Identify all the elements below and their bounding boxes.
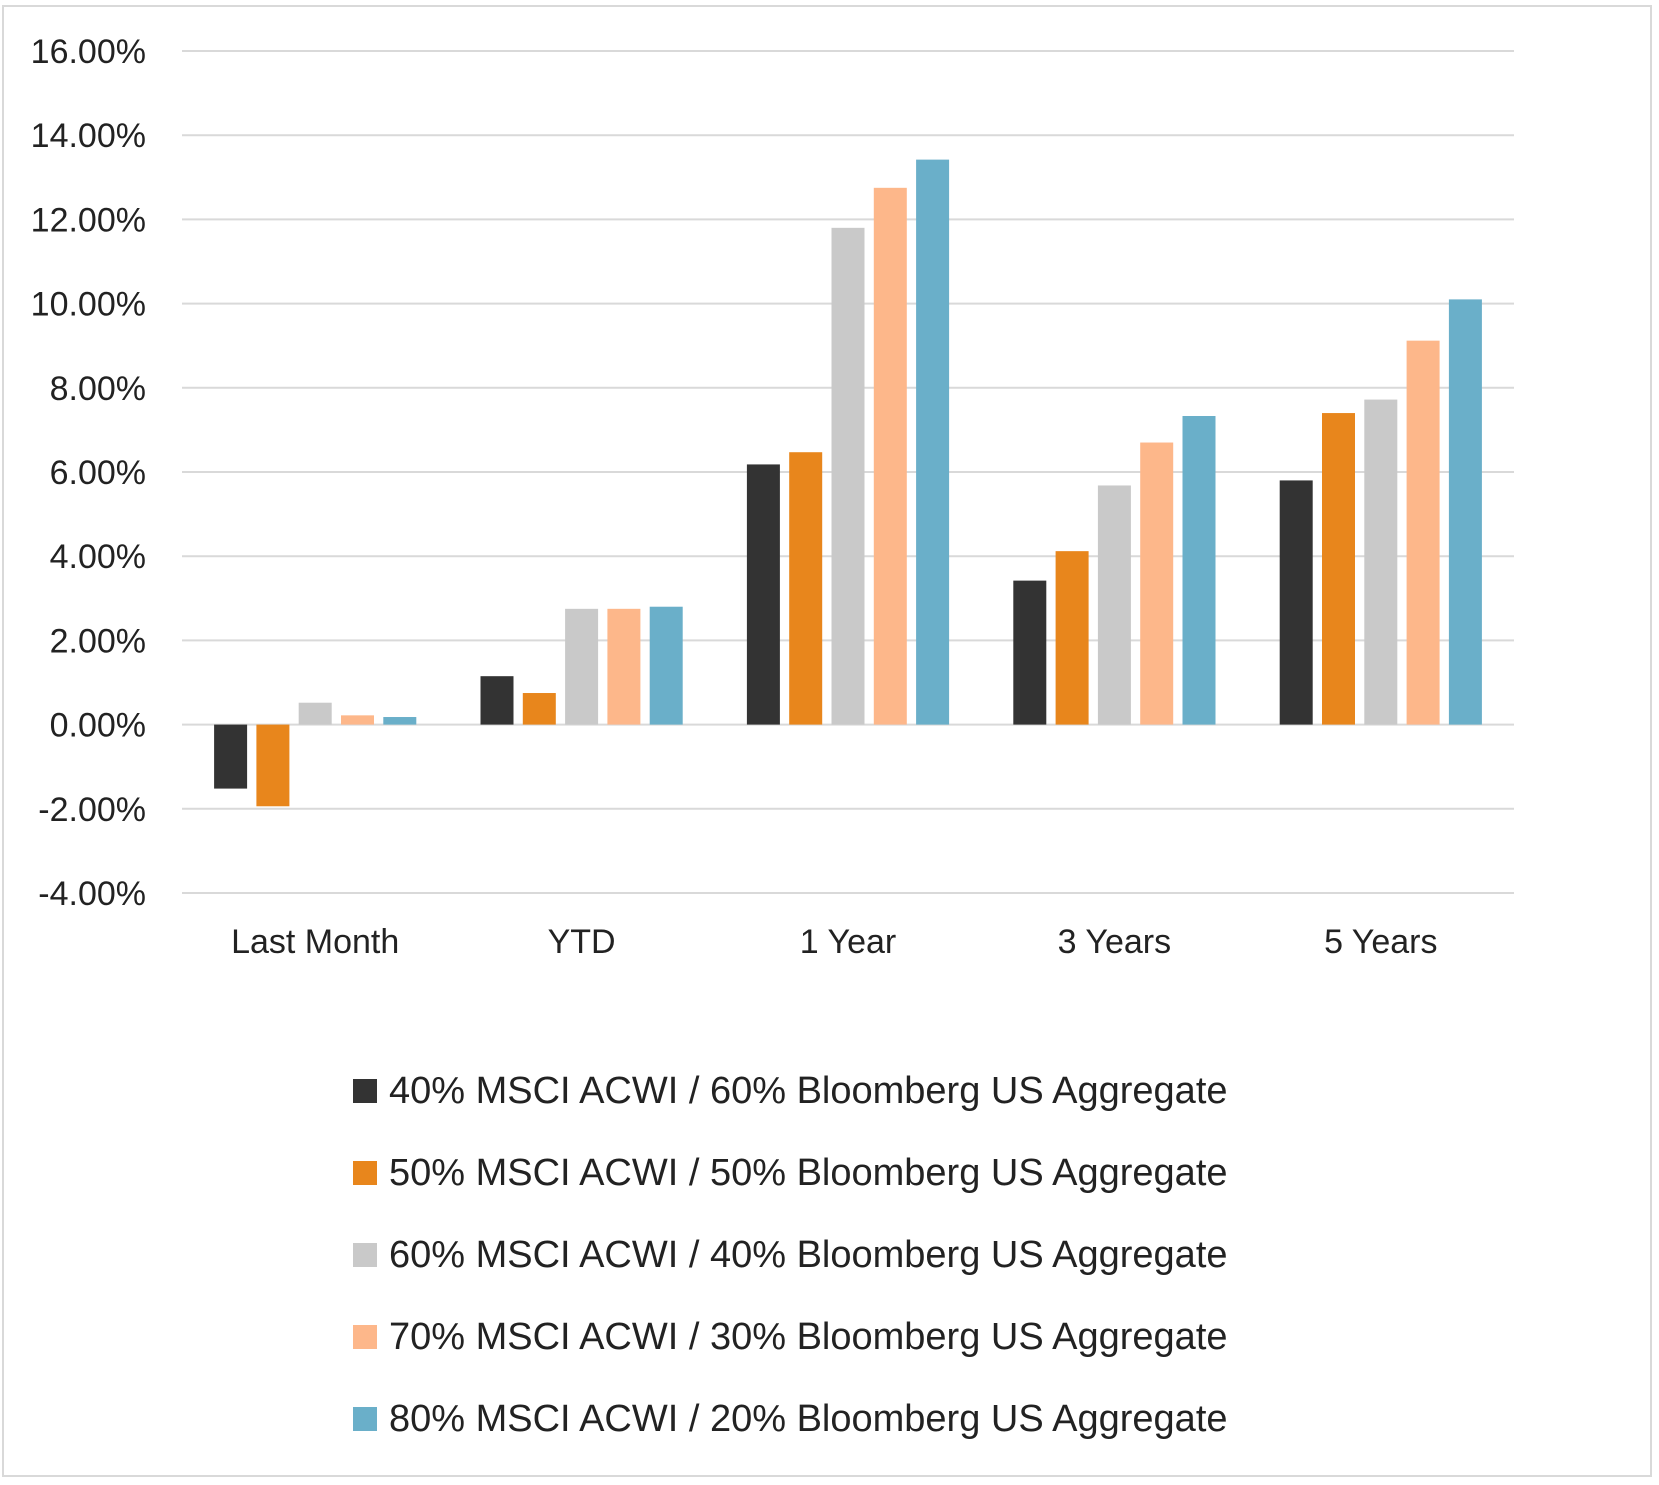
y-tick-label: 10.00% — [31, 286, 146, 324]
x-category-label: 3 Years — [1058, 923, 1171, 961]
bar — [1182, 416, 1216, 725]
bar — [746, 464, 780, 725]
y-tick-label: 12.00% — [31, 201, 146, 239]
bar — [1448, 299, 1482, 725]
bar — [1097, 485, 1131, 725]
bar — [1279, 480, 1313, 725]
chart-legend: 40% MSCI ACWI / 60% Bloomberg US Aggrega… — [353, 1050, 1228, 1460]
bar — [1322, 413, 1355, 725]
y-tick-label: 8.00% — [50, 370, 146, 408]
bar — [1140, 442, 1174, 725]
y-tick-label: 4.00% — [50, 538, 146, 576]
bar — [1055, 551, 1089, 725]
bar — [607, 608, 641, 725]
legend-item: 40% MSCI ACWI / 60% Bloomberg US Aggrega… — [353, 1050, 1228, 1132]
y-tick-label: -2.00% — [38, 791, 146, 829]
legend-swatch — [353, 1325, 377, 1349]
bar — [916, 159, 950, 725]
legend-item: 80% MSCI ACWI / 20% Bloomberg US Aggrega… — [353, 1378, 1228, 1460]
bar — [383, 717, 417, 725]
bar — [214, 724, 248, 789]
bar — [256, 724, 290, 807]
legend-swatch — [353, 1079, 377, 1103]
y-tick-label: 14.00% — [31, 117, 146, 155]
bar — [298, 702, 332, 725]
legend-item: 70% MSCI ACWI / 30% Bloomberg US Aggrega… — [353, 1296, 1228, 1378]
bar — [1013, 580, 1047, 725]
bar — [649, 606, 683, 725]
legend-label: 40% MSCI ACWI / 60% Bloomberg US Aggrega… — [389, 1069, 1228, 1112]
y-tick-label: 2.00% — [50, 622, 146, 660]
bar — [789, 452, 823, 725]
x-category-label: Last Month — [231, 923, 399, 961]
bar — [1364, 399, 1398, 725]
y-tick-label: 6.00% — [50, 454, 146, 492]
legend-swatch — [353, 1243, 377, 1267]
y-tick-label: -4.00% — [38, 875, 146, 913]
legend-label: 60% MSCI ACWI / 40% Bloomberg US Aggrega… — [389, 1233, 1228, 1276]
x-category-label: YTD — [548, 923, 616, 961]
bar — [341, 715, 374, 725]
bar — [873, 187, 907, 725]
legend-label: 80% MSCI ACWI / 20% Bloomberg US Aggrega… — [389, 1397, 1228, 1440]
bar — [480, 676, 514, 725]
bar — [565, 608, 599, 725]
bar — [831, 227, 865, 725]
y-tick-label: 16.00% — [31, 33, 146, 71]
y-tick-label: 0.00% — [50, 707, 146, 745]
bar — [522, 693, 556, 725]
x-category-label: 5 Years — [1324, 923, 1437, 961]
legend-label: 70% MSCI ACWI / 30% Bloomberg US Aggrega… — [389, 1315, 1228, 1358]
legend-item: 60% MSCI ACWI / 40% Bloomberg US Aggrega… — [353, 1214, 1228, 1296]
x-category-label: 1 Year — [800, 923, 896, 961]
legend-swatch — [353, 1161, 377, 1185]
legend-item: 50% MSCI ACWI / 50% Bloomberg US Aggrega… — [353, 1132, 1228, 1214]
bar — [1406, 340, 1440, 725]
legend-label: 50% MSCI ACWI / 50% Bloomberg US Aggrega… — [389, 1151, 1228, 1194]
legend-swatch — [353, 1407, 377, 1431]
